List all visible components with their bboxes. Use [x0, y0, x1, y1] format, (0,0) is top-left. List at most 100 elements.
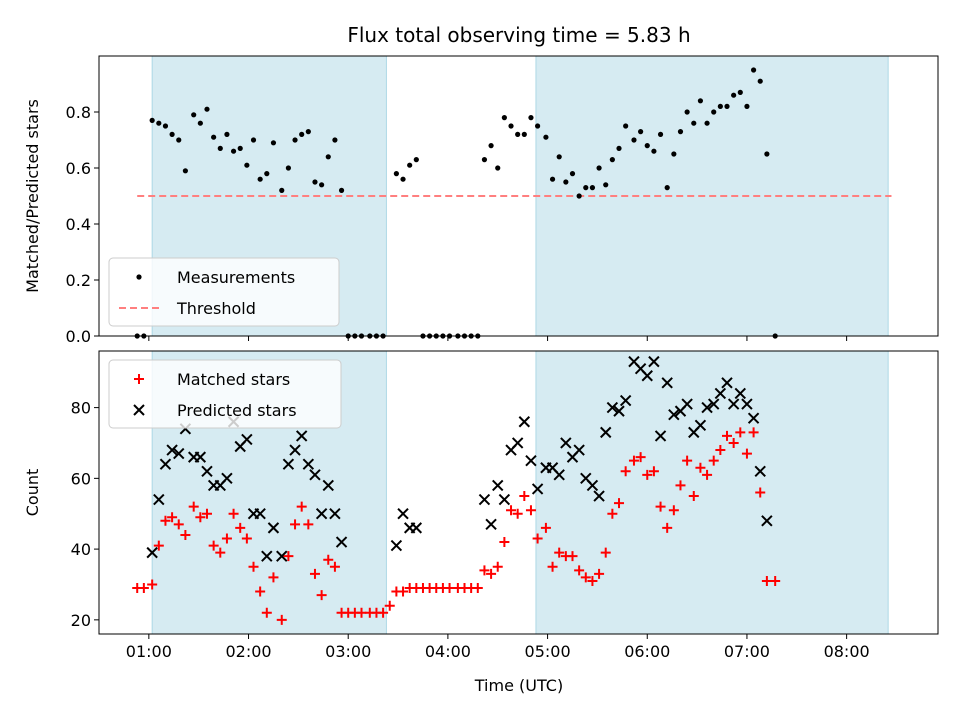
- matched-point: [587, 575, 598, 586]
- measurement-point: [724, 103, 730, 109]
- predicted-point: [485, 518, 497, 531]
- predicted-point: [397, 508, 409, 520]
- predicted-point: [586, 479, 599, 492]
- measurement-point: [501, 115, 507, 121]
- measurement-point: [244, 162, 250, 168]
- y-tick-label: 0.0: [66, 327, 91, 346]
- predicted-point: [741, 398, 753, 410]
- measurement-point: [556, 154, 562, 160]
- measurement-point: [182, 168, 188, 174]
- x-tick-label: 07:00: [724, 642, 770, 661]
- measurement-point: [332, 137, 338, 143]
- measurement-point: [237, 145, 243, 151]
- predicted-point: [619, 394, 632, 407]
- matched-point: [594, 568, 605, 579]
- matched-point: [748, 427, 759, 438]
- measurement-point: [543, 134, 549, 140]
- measurement-point: [631, 137, 637, 143]
- matched-point: [309, 568, 320, 579]
- matched-point: [600, 547, 611, 558]
- matched-point: [228, 508, 239, 519]
- predicted-point: [153, 493, 165, 506]
- matched-point: [329, 561, 340, 572]
- matched-point: [180, 529, 191, 540]
- measurement-point: [312, 179, 318, 185]
- matched-point: [547, 561, 558, 572]
- predicted-point: [309, 469, 321, 481]
- predicted-point: [492, 479, 504, 492]
- measurement-point: [744, 103, 750, 109]
- matched-point: [138, 583, 149, 594]
- predicted-point: [221, 472, 233, 485]
- predicted-point: [322, 479, 334, 492]
- predicted-point: [754, 465, 766, 477]
- predicted-point: [173, 447, 185, 460]
- matched-point: [688, 491, 699, 502]
- measurement-point: [197, 120, 203, 126]
- matched-point: [384, 600, 395, 611]
- predicted-point: [478, 493, 491, 506]
- matched-point: [499, 537, 510, 548]
- predicted-point: [498, 493, 511, 506]
- legend-matched-label: Matched stars: [177, 370, 290, 389]
- matched-point: [532, 533, 543, 544]
- predicted-point: [261, 550, 273, 562]
- matched-point: [620, 466, 631, 477]
- legend-measurements-label: Measurements: [177, 268, 295, 287]
- matched-point: [655, 501, 666, 512]
- measurement-point: [211, 134, 217, 140]
- predicted-point: [734, 387, 747, 400]
- measurement-point: [270, 140, 277, 146]
- matched-point: [283, 551, 294, 562]
- measurement-point: [230, 148, 237, 154]
- count-legend: Matched stars Predicted stars: [108, 359, 342, 429]
- count-y-axis-label: Count: [23, 469, 42, 517]
- count-plot-area: [132, 355, 781, 625]
- predicted-point: [531, 483, 544, 495]
- measurement-point: [603, 182, 609, 188]
- matched-point: [261, 607, 272, 618]
- matched-point: [188, 501, 199, 512]
- predicted-point: [681, 398, 693, 410]
- measurement-point: [338, 187, 345, 193]
- count-axes-frame: [98, 350, 939, 635]
- matched-point: [147, 579, 158, 590]
- predicted-point: [606, 401, 619, 414]
- measurement-point: [616, 145, 622, 151]
- matched-point: [268, 572, 279, 583]
- predicted-point: [390, 539, 403, 552]
- matched-point: [221, 533, 232, 544]
- ratio-y-axis-label: Matched/Predicted stars: [23, 99, 42, 293]
- matched-point: [614, 498, 625, 509]
- measurement-point: [589, 185, 596, 191]
- measurement-point: [279, 187, 285, 193]
- matched-point: [580, 572, 591, 583]
- measurement-point: [305, 129, 311, 135]
- measurement-point: [638, 129, 644, 135]
- matched-point: [741, 448, 752, 459]
- matched-point: [525, 505, 536, 516]
- matched-point: [316, 590, 327, 601]
- matched-point: [398, 586, 409, 597]
- predicted-point: [668, 408, 680, 421]
- matched-point: [173, 519, 184, 530]
- matched-point: [195, 512, 206, 523]
- predicted-point: [761, 515, 773, 527]
- y-tick-label: 0.6: [66, 159, 91, 178]
- predicted-point: [525, 454, 537, 467]
- predicted-point: [518, 416, 531, 428]
- measurement-point: [697, 98, 704, 104]
- predicted-point: [661, 377, 673, 389]
- measurement-point: [285, 165, 291, 171]
- measurement-point: [704, 120, 710, 126]
- matched-point: [248, 561, 259, 572]
- measurement-point: [319, 182, 325, 188]
- measurement-point: [549, 176, 556, 182]
- measurement-point: [393, 171, 399, 177]
- matched-point: [235, 522, 246, 533]
- matched-point: [492, 561, 503, 572]
- predicted-point: [302, 458, 315, 470]
- matched-point: [303, 519, 314, 530]
- predicted-point: [641, 370, 653, 382]
